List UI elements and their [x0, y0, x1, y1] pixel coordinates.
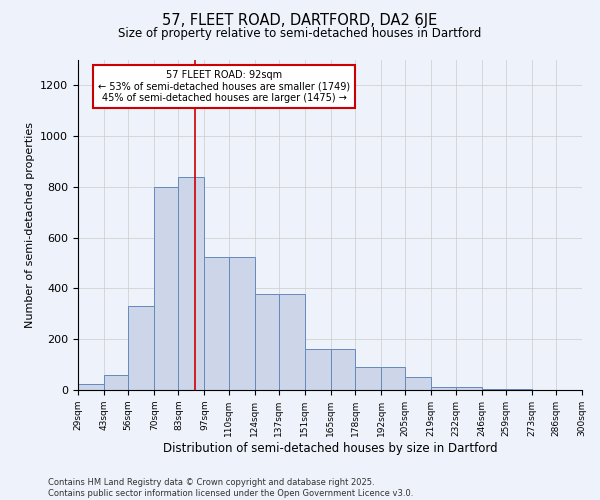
Bar — [331, 350, 355, 390]
Bar — [205, 256, 229, 390]
Bar — [305, 350, 331, 390]
Bar — [78, 384, 104, 390]
Bar — [128, 306, 154, 390]
Bar — [455, 388, 482, 390]
X-axis label: Distribution of semi-detached houses by size in Dartford: Distribution of semi-detached houses by … — [163, 442, 497, 454]
Bar — [154, 187, 178, 390]
Bar — [482, 388, 506, 390]
Bar — [229, 256, 254, 390]
Bar — [431, 386, 455, 390]
Text: 57 FLEET ROAD: 92sqm
← 53% of semi-detached houses are smaller (1749)
45% of sem: 57 FLEET ROAD: 92sqm ← 53% of semi-detac… — [98, 70, 350, 103]
Bar — [104, 375, 128, 390]
Bar — [254, 294, 279, 390]
Text: Size of property relative to semi-detached houses in Dartford: Size of property relative to semi-detach… — [118, 28, 482, 40]
Bar — [355, 367, 381, 390]
Bar — [279, 294, 305, 390]
Text: Contains HM Land Registry data © Crown copyright and database right 2025.
Contai: Contains HM Land Registry data © Crown c… — [48, 478, 413, 498]
Y-axis label: Number of semi-detached properties: Number of semi-detached properties — [25, 122, 35, 328]
Bar — [178, 177, 205, 390]
Bar — [406, 378, 431, 390]
Bar — [381, 367, 406, 390]
Text: 57, FLEET ROAD, DARTFORD, DA2 6JE: 57, FLEET ROAD, DARTFORD, DA2 6JE — [163, 12, 437, 28]
